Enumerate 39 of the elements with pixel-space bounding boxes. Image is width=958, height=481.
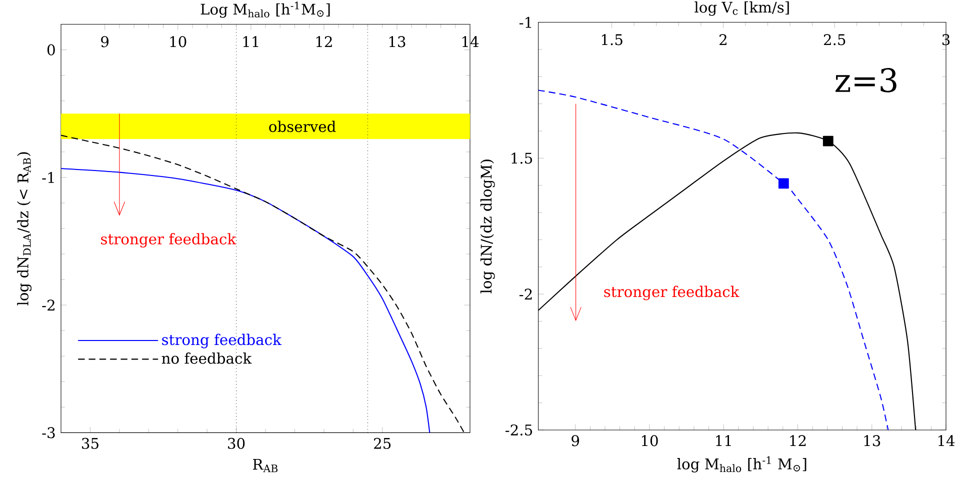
x-tick-label: 10	[642, 435, 658, 446]
text: no feedback	[162, 352, 252, 364]
x2-tick-label: 12	[316, 36, 332, 47]
y-axis-title: log dN/(dz dlogM)	[480, 160, 495, 294]
y-tick-label: -3	[42, 427, 55, 438]
x-tick-label: 30	[228, 438, 245, 449]
x-axis-title: log M$_{halo}$ [h$^{-1}$ M$_{⊙}$]	[677, 456, 806, 472]
x2-tick-label: 9	[101, 36, 109, 48]
line-series	[61, 168, 430, 433]
annotation: stronger feedback	[101, 233, 236, 248]
x-tick-label: 9	[572, 435, 580, 446]
text: strong feedback	[162, 334, 282, 348]
y-axis-title: log dN$_{DLA}$/dz (< R$_{AB}$)	[17, 152, 32, 306]
annotation: stronger feedback	[604, 286, 740, 300]
y-tick-label: -2	[42, 300, 54, 311]
x-tick-label: 11	[716, 435, 731, 446]
x2-axis-title: log V$_{c}$ [km/s]	[694, 1, 789, 16]
x2-tick-label: 2.5	[824, 34, 846, 46]
annotation: z=3	[836, 68, 896, 92]
y-tick-label: 0	[47, 44, 55, 56]
x2-tick-label: 10	[170, 36, 186, 48]
y-tick-label: -2	[520, 288, 532, 300]
x2-tick-label: 14	[462, 36, 479, 47]
x2-tick-label: 11	[243, 36, 258, 47]
x-tick-label: 25	[374, 438, 391, 449]
y-tick-label: -1	[42, 172, 54, 183]
x2-tick-label: 2	[720, 34, 726, 45]
y-tick-label: -2.5	[506, 424, 532, 436]
x-tick-label: 12	[790, 435, 806, 446]
y-tick-label: -1	[520, 16, 532, 28]
x-tick-label: 35	[82, 438, 98, 449]
y-tick-label: 1.5	[512, 152, 532, 164]
x2-axis-title: Log M$_{halo}$ [h$^{-1}$M$_{⊙}$]	[200, 2, 330, 18]
x2-tick-label: 13	[389, 36, 406, 48]
x-tick-label: 13	[864, 435, 880, 446]
x-tick-label: 14	[938, 435, 955, 446]
x-axis-title: R$_{AB}$	[252, 458, 278, 472]
band-label: observed	[269, 120, 336, 132]
x2-tick-label: 1.5	[602, 34, 622, 46]
